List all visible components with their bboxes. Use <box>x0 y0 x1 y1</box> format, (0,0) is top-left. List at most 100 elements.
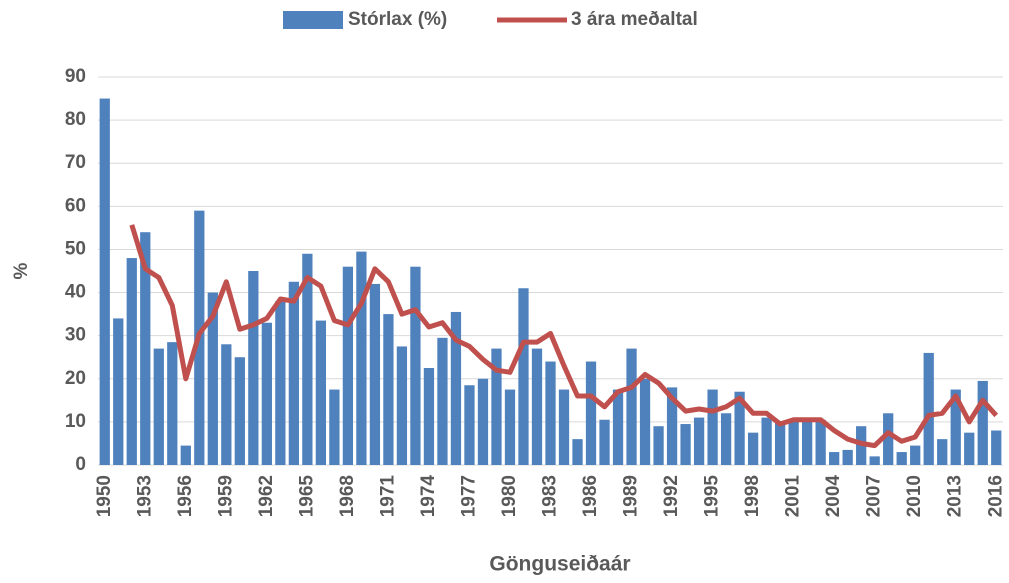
bar <box>923 352 934 465</box>
bar <box>572 439 583 465</box>
bar <box>356 251 367 465</box>
x-tick-label: 1950 <box>94 475 115 517</box>
bar <box>950 389 961 465</box>
x-tick-label: 2001 <box>783 475 804 518</box>
bar <box>450 311 462 465</box>
bar <box>302 253 313 465</box>
bar <box>585 361 597 465</box>
bar <box>842 449 853 465</box>
bar <box>99 98 110 466</box>
line <box>129 224 999 449</box>
bar <box>612 389 624 465</box>
bar <box>140 232 151 465</box>
x-tick-label: 2016 <box>985 475 1006 517</box>
bar <box>815 419 826 465</box>
x-tick-label: 2007 <box>864 475 885 517</box>
x-tick-label: 1965 <box>296 475 317 518</box>
bar <box>491 348 502 465</box>
bar <box>707 389 718 465</box>
y-tick-label: 20 <box>65 368 86 389</box>
y-tick-label: 60 <box>65 195 86 216</box>
bar <box>167 342 178 465</box>
legend-swatch <box>283 11 343 29</box>
y-tick-label: 50 <box>65 238 86 259</box>
bar <box>275 301 286 465</box>
bar <box>666 387 678 465</box>
bar <box>531 348 543 465</box>
bar <box>599 419 610 465</box>
bar <box>342 266 354 465</box>
legend-label: Stórlax (%) <box>348 9 447 30</box>
bar <box>558 389 570 465</box>
x-tick-label: 1956 <box>175 475 196 517</box>
bar <box>396 346 408 465</box>
bar <box>720 413 732 465</box>
bar <box>761 417 772 465</box>
x-tick-label: 1968 <box>337 475 358 517</box>
x-tick-label: 2013 <box>945 475 966 517</box>
x-axis-title: Gönguseiðaár <box>489 553 630 576</box>
x-tick-label: 1995 <box>702 475 723 518</box>
bar <box>410 266 421 465</box>
bar <box>734 391 745 465</box>
y-axis-title: % <box>11 262 32 279</box>
bar <box>639 378 651 465</box>
y-tick-label: 0 <box>75 454 86 475</box>
y-tick-label: 10 <box>65 411 86 432</box>
bar <box>896 452 907 465</box>
y-tick-label: 40 <box>65 282 86 303</box>
x-tick-label: 1992 <box>661 475 682 517</box>
legend-label: 3 ára meðaltal <box>571 9 698 30</box>
bar <box>626 348 637 465</box>
x-tick-label: 1998 <box>742 475 763 517</box>
bar <box>464 385 475 465</box>
bar <box>234 357 245 465</box>
bar <box>437 337 448 465</box>
bar <box>964 432 975 465</box>
bar <box>113 318 124 465</box>
bar <box>221 344 232 465</box>
x-tick-label: 2004 <box>823 475 844 518</box>
bar <box>126 258 137 465</box>
y-tick-label: 30 <box>65 325 86 346</box>
bar <box>369 283 381 465</box>
x-tick-label: 1962 <box>256 475 277 517</box>
bar <box>477 378 489 465</box>
x-tick-label: 1980 <box>499 475 520 517</box>
bar <box>937 439 948 465</box>
bar <box>423 368 435 465</box>
x-tick-label: 1983 <box>540 475 561 517</box>
y-tick-label: 80 <box>65 109 86 130</box>
bar <box>153 348 164 465</box>
x-tick-label: 2010 <box>904 475 925 517</box>
x-tick-label: 1974 <box>418 475 439 518</box>
y-tick-label: 90 <box>65 66 86 87</box>
bar <box>883 413 894 465</box>
bar <box>869 456 880 465</box>
bar <box>383 314 394 465</box>
bar <box>774 421 786 465</box>
bar <box>693 417 705 465</box>
bar <box>977 380 988 465</box>
bar <box>910 445 921 465</box>
bar <box>261 322 272 465</box>
y-tick-label: 70 <box>65 152 86 173</box>
bar <box>788 419 799 465</box>
bar <box>329 389 340 465</box>
bar <box>248 271 259 465</box>
bar <box>653 426 664 465</box>
bar <box>802 419 813 465</box>
bar <box>315 320 327 465</box>
bar <box>680 424 691 465</box>
x-tick-label: 1989 <box>621 475 642 517</box>
bar <box>180 445 191 465</box>
bar <box>747 432 759 465</box>
bar <box>545 361 556 465</box>
bar <box>518 288 529 465</box>
bar <box>991 430 1002 465</box>
bar <box>504 389 516 465</box>
x-tick-label: 1959 <box>215 475 236 517</box>
x-tick-label: 1953 <box>134 475 155 517</box>
bar <box>829 452 840 465</box>
